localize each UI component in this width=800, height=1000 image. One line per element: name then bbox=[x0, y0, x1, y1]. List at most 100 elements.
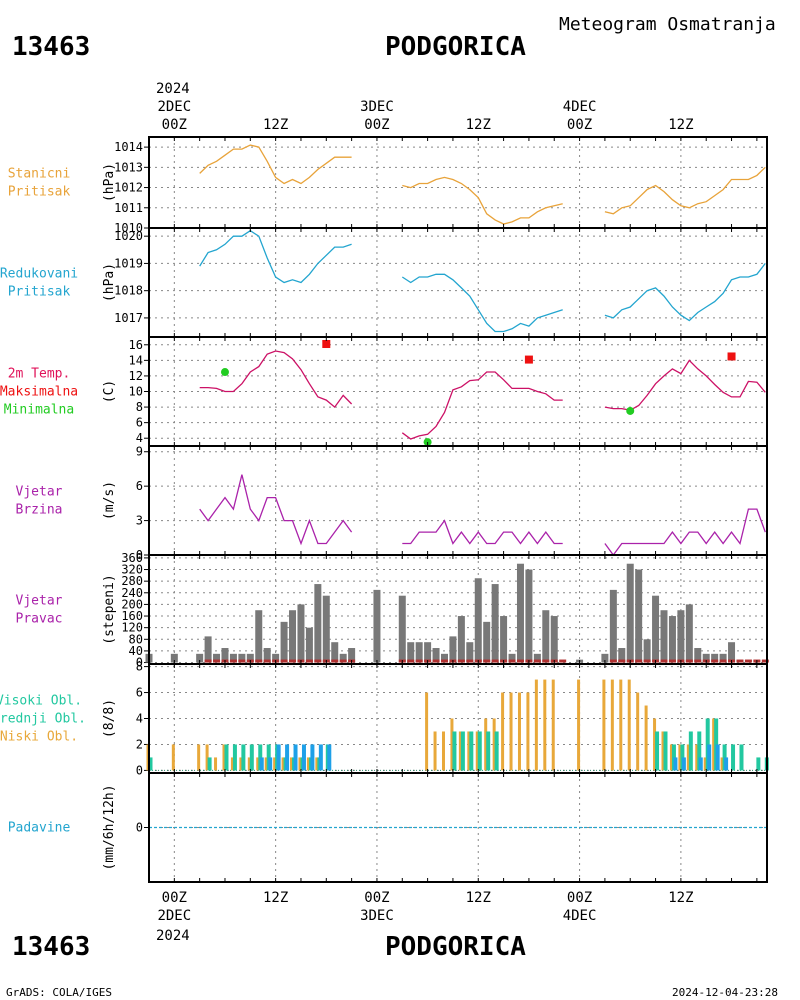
wind-direction-bar bbox=[432, 648, 440, 663]
panel-label-clouds: Srednji Obl. bbox=[0, 712, 86, 727]
y-tick-label: 1018 bbox=[114, 284, 143, 298]
wind-calm-mark bbox=[213, 659, 221, 663]
y-axis-unit: (stepeni) bbox=[102, 574, 117, 644]
y-tick-label: 200 bbox=[121, 597, 143, 611]
panel-frame bbox=[148, 227, 768, 338]
cloud-high-bar bbox=[673, 757, 678, 771]
cloud-mid-bar bbox=[697, 731, 702, 771]
series-line-temperature bbox=[199, 350, 353, 409]
cloud-low-bar bbox=[636, 692, 640, 771]
meteogram-subtitle: Meteogram Osmatranja bbox=[559, 14, 776, 35]
panel-label-reduced_pressure: Redukovani bbox=[0, 267, 78, 282]
cloud-mid-bar bbox=[224, 744, 229, 771]
y-tick-label: 280 bbox=[121, 574, 143, 588]
cloud-low-bar bbox=[171, 744, 175, 771]
y-axis-unit: (mm/6h/12h) bbox=[102, 784, 117, 870]
cloud-low-bar bbox=[678, 744, 682, 771]
wind-direction-bar bbox=[289, 610, 297, 663]
bottom-hour-label: 00Z bbox=[162, 890, 187, 906]
y-tick-label: 40 bbox=[129, 644, 143, 658]
y-tick-label: 1020 bbox=[114, 229, 143, 243]
station-id-top: 13463 bbox=[12, 32, 90, 62]
y-tick-label: 10 bbox=[129, 385, 143, 399]
wind-direction-bar bbox=[280, 621, 288, 663]
wind-calm-mark bbox=[685, 659, 693, 663]
panel-frame bbox=[148, 772, 768, 883]
wind-direction-bar bbox=[550, 616, 558, 663]
cloud-low-bar bbox=[256, 757, 260, 771]
wind-calm-mark bbox=[238, 659, 246, 663]
cloud-low-bar bbox=[602, 679, 606, 771]
y-tick-label: 8 bbox=[136, 660, 143, 674]
cloud-mid-bar bbox=[477, 731, 482, 771]
cloud-high-bar bbox=[293, 744, 298, 771]
series-line-wind_speed bbox=[199, 474, 353, 546]
wind-direction-bar bbox=[474, 578, 482, 663]
wind-calm-mark bbox=[305, 659, 313, 663]
cloud-mid-bar bbox=[148, 757, 153, 771]
cloud-high-bar bbox=[698, 757, 703, 771]
top-date-label: 4DEC bbox=[563, 99, 597, 115]
y-tick-label: 0 bbox=[136, 656, 143, 670]
cloud-low-bar bbox=[686, 744, 690, 771]
wind-direction-bar bbox=[533, 653, 541, 663]
panel-wind_speed: 0 3 6 9 (m/s) Vjetar Brzina bbox=[16, 445, 768, 562]
cloud-low-bar bbox=[273, 757, 277, 771]
bottom-date-label: 3DEC bbox=[360, 908, 394, 924]
station-name-bottom: PODGORICA bbox=[385, 932, 526, 962]
wind-direction-bar bbox=[618, 648, 626, 663]
cloud-mid-bar bbox=[655, 731, 660, 771]
top-year-label: 2024 bbox=[156, 81, 190, 97]
station-name-top: PODGORICA bbox=[385, 32, 526, 62]
wind-direction-bar bbox=[728, 642, 736, 663]
wind-direction-bar bbox=[407, 642, 415, 663]
y-tick-label: 3 bbox=[136, 514, 143, 528]
timestamp-label: 2024-12-04-23:28 bbox=[672, 986, 778, 999]
y-tick-label: 240 bbox=[121, 586, 143, 600]
panel-label-clouds: Niski Obl. bbox=[0, 730, 78, 745]
panel-wind_direction: 04080120160200240280320360(stepeni)Vjeta… bbox=[16, 551, 769, 670]
cloud-low-bar bbox=[720, 757, 724, 771]
panel-station_pressure: 1010 1011 1012 1013 1014 (hPa) Stanicni Pritisa… bbox=[8, 136, 768, 235]
panel-label-wind_direction: Vjetar bbox=[16, 594, 63, 609]
y-tick-label: 6 bbox=[136, 479, 143, 493]
wind-direction-bar bbox=[609, 589, 617, 663]
wind-direction-bar bbox=[516, 563, 524, 663]
y-tick-label: 1019 bbox=[114, 256, 143, 270]
cloud-low-bar bbox=[239, 757, 243, 771]
credit-label: GrADS: COLA/IGES bbox=[6, 986, 112, 999]
cloud-low-bar bbox=[517, 692, 521, 771]
cloud-low-bar bbox=[534, 679, 538, 771]
wind-calm-mark bbox=[263, 659, 271, 663]
y-tick-label: 1013 bbox=[114, 160, 143, 174]
bottom-hour-label: 12Z bbox=[466, 890, 491, 906]
cloud-low-bar bbox=[298, 757, 302, 771]
wind-direction-bar bbox=[348, 648, 356, 663]
top-date-label: 2DEC bbox=[157, 99, 191, 115]
wind-direction-bar bbox=[668, 616, 676, 663]
cloud-high-bar bbox=[285, 744, 290, 771]
y-tick-label: 4 bbox=[136, 431, 143, 445]
min-temp-marker bbox=[220, 368, 229, 377]
max-temp-marker bbox=[322, 340, 331, 349]
y-tick-label: 1012 bbox=[114, 181, 143, 195]
series-line-temperature bbox=[604, 359, 766, 411]
cloud-low-bar bbox=[610, 679, 614, 771]
wind-direction-bar bbox=[635, 569, 643, 663]
wind-calm-mark bbox=[280, 659, 288, 663]
cloud-high-bar bbox=[681, 757, 686, 771]
wind-calm-mark bbox=[457, 659, 465, 663]
wind-calm-mark bbox=[668, 659, 676, 663]
wind-calm-mark bbox=[314, 659, 322, 663]
cloud-mid-bar bbox=[688, 731, 693, 771]
wind-direction-bar bbox=[272, 653, 280, 663]
wind-calm-mark bbox=[736, 659, 744, 663]
wind-calm-mark bbox=[204, 659, 212, 663]
cloud-low-bar bbox=[290, 757, 294, 771]
cloud-low-bar bbox=[526, 692, 530, 771]
series-line-reduced_pressure bbox=[604, 263, 766, 322]
wind-calm-mark bbox=[339, 659, 347, 663]
panel-reduced_pressure: 1017 1018 1019 1020 (hPa) Redukovani Pritisak bbox=[0, 227, 768, 338]
